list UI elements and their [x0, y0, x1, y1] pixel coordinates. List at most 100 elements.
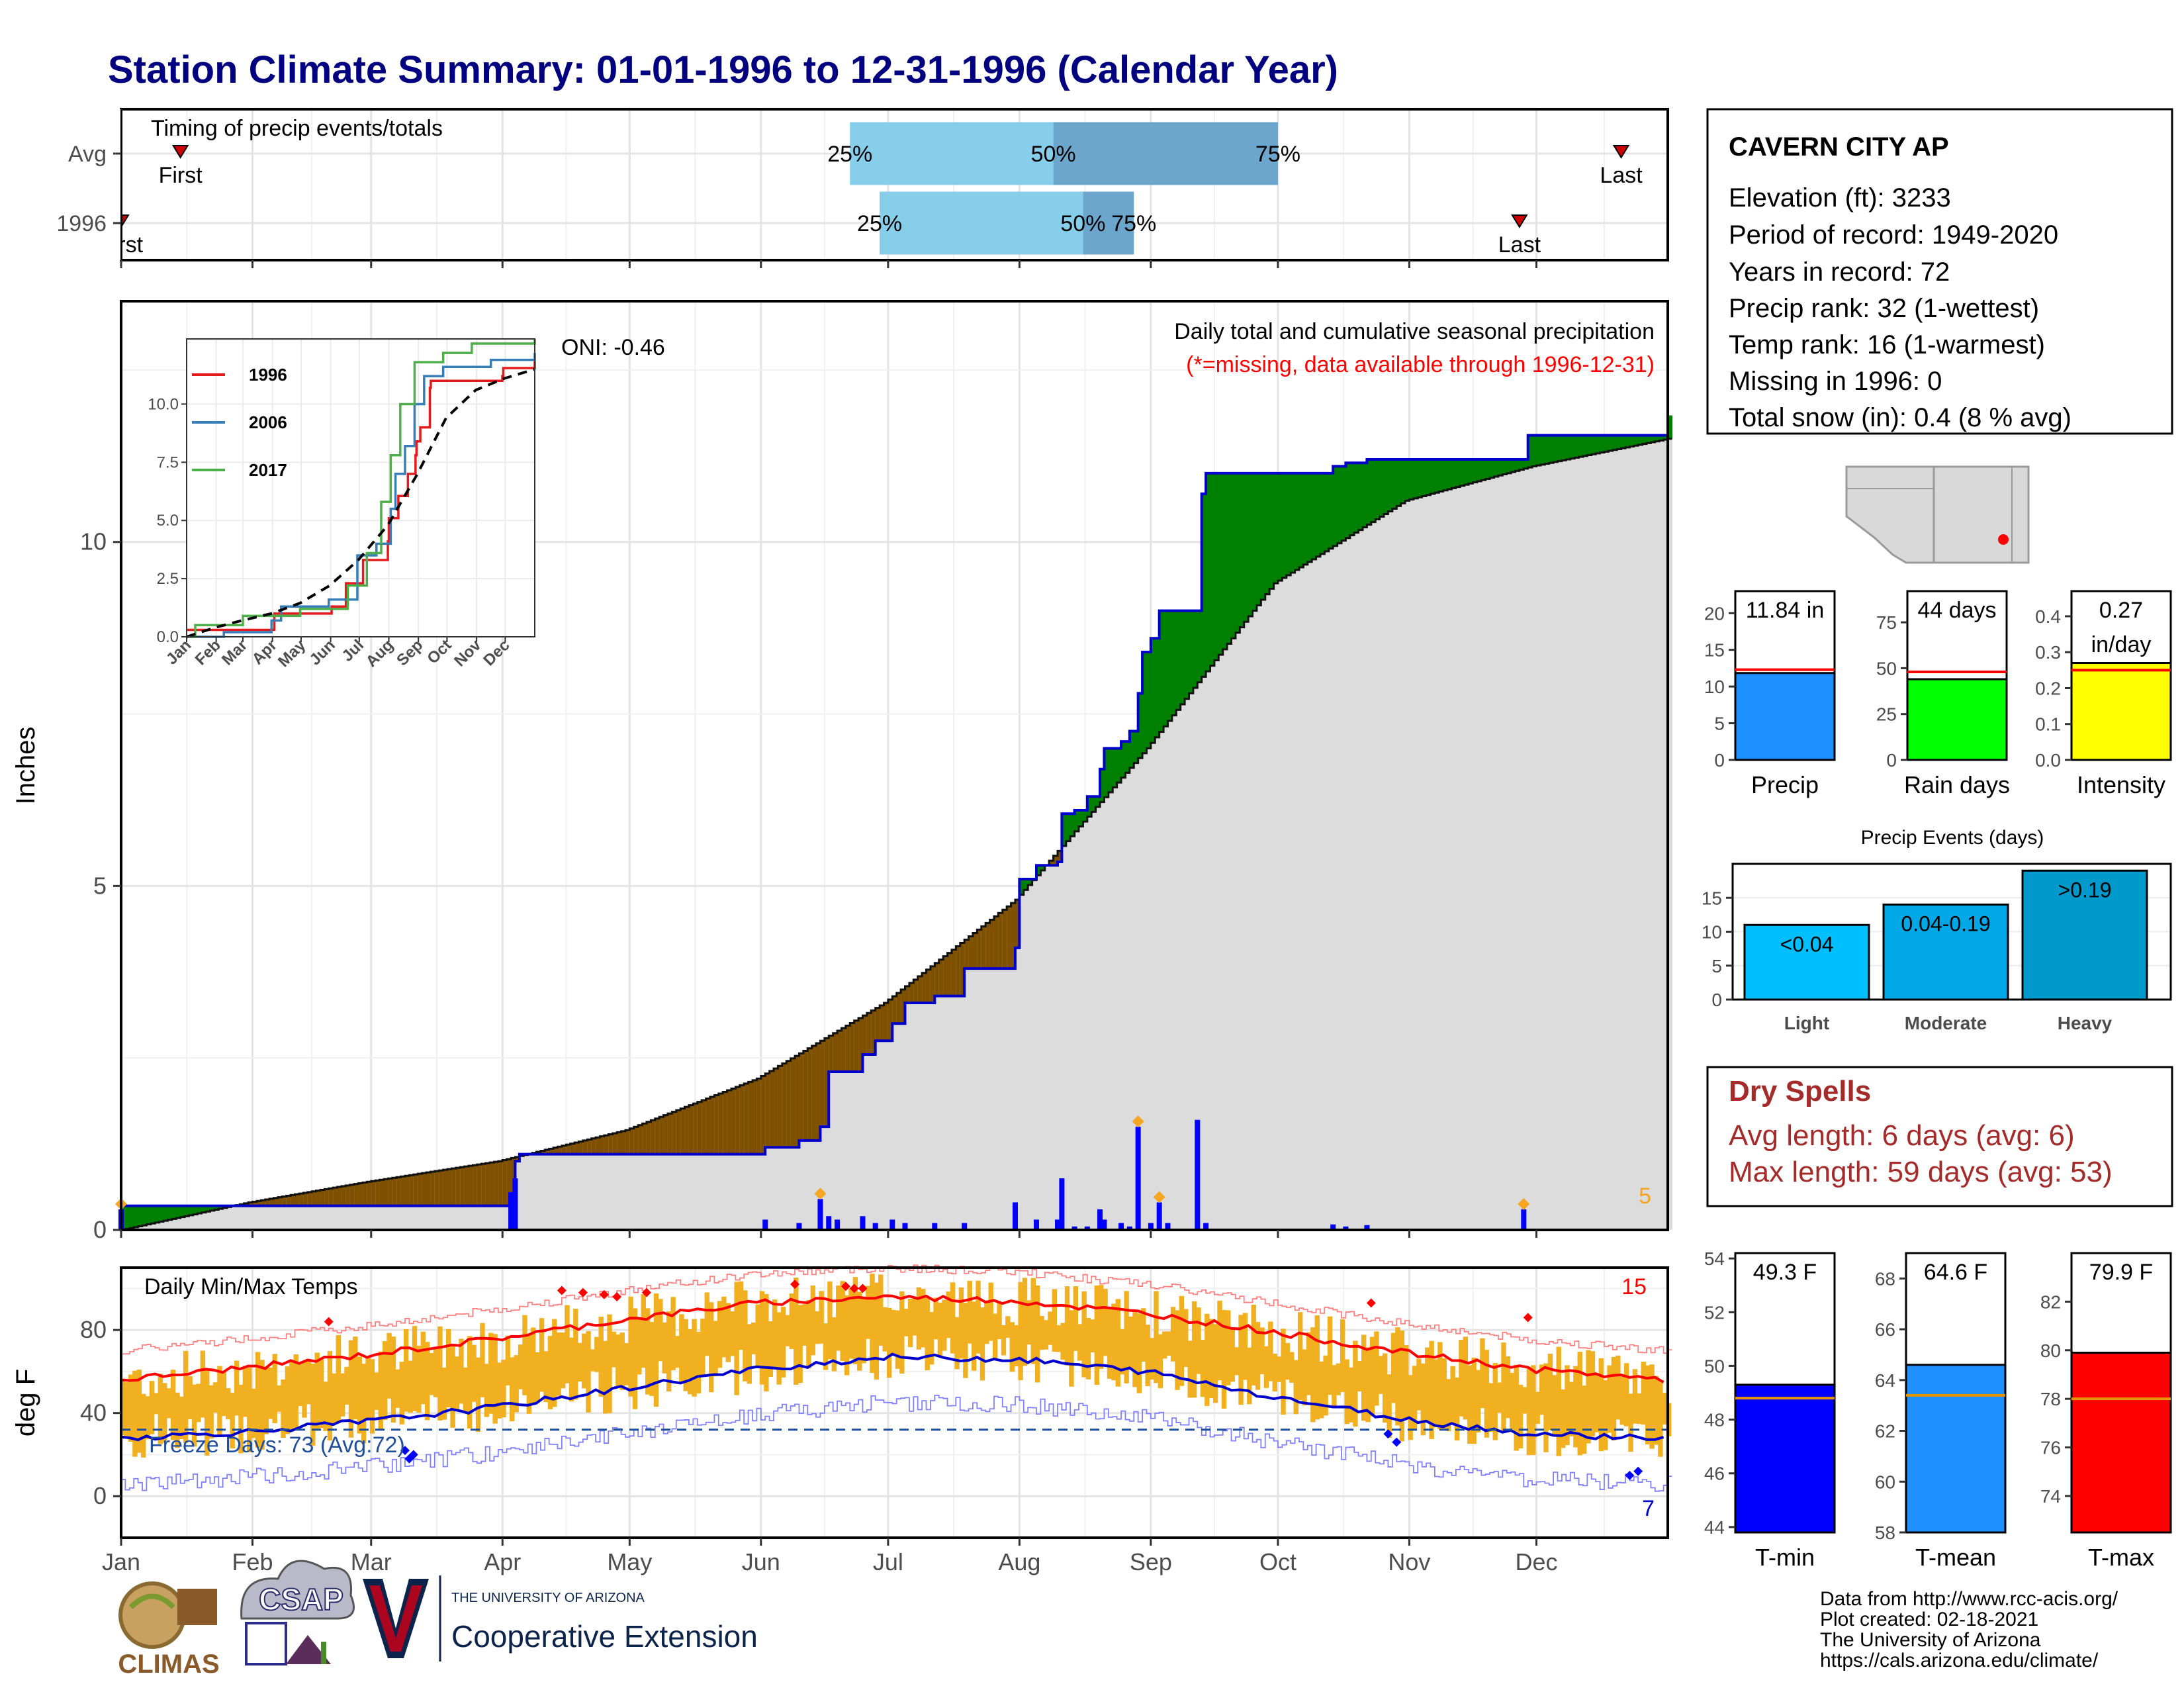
below-avg-fill [566, 1145, 571, 1154]
avg-cumulative-fill [265, 1199, 270, 1230]
avg-cumulative-fill [295, 1194, 300, 1230]
daily-temp-range-bar [1662, 1393, 1667, 1425]
tmax-box-tick-label: 74 [2040, 1486, 2061, 1507]
timing-left-mask [0, 109, 120, 260]
avg-cumulative-fill [1210, 665, 1215, 1230]
avg-cumulative-fill [1578, 457, 1584, 1231]
daily-temp-range-bar [179, 1396, 185, 1440]
avg-cumulative-fill [1485, 479, 1490, 1230]
precip-box-tick-label: 15 [1704, 640, 1725, 661]
daily-temp-range-bar [1459, 1339, 1464, 1417]
below-avg-fill [807, 1048, 813, 1141]
avg-cumulative-fill [1019, 894, 1024, 1230]
daily-temp-range-bar [912, 1299, 917, 1336]
daily-precip-bar [508, 1192, 514, 1230]
avg-cumulative-fill [1604, 451, 1609, 1231]
avg-cumulative-fill [1545, 463, 1550, 1230]
above-avg-fill [1659, 435, 1664, 441]
avg-cumulative-fill [1443, 490, 1448, 1230]
avg-cumulative-fill [1341, 540, 1346, 1230]
above-avg-fill [1235, 473, 1240, 633]
avg-cumulative-fill [333, 1188, 338, 1230]
below-avg-fill [422, 1173, 427, 1206]
avg-cumulative-fill [672, 1111, 677, 1230]
avg-cumulative-fill [286, 1196, 291, 1230]
above-avg-fill [1545, 435, 1550, 464]
below-avg-fill [850, 1023, 855, 1072]
daily-temp-range-bar [1416, 1358, 1422, 1411]
below-avg-fill [642, 1123, 647, 1154]
avg-cumulative-fill [159, 1221, 164, 1230]
daily-temp-range-bar [556, 1332, 561, 1396]
below-avg-fill [473, 1165, 478, 1206]
precip-events-tick-label: 10 [1702, 922, 1722, 943]
above-avg-fill [1511, 459, 1516, 473]
daily-temp-range-bar [738, 1281, 744, 1350]
avg-cumulative-fill [1375, 519, 1381, 1230]
avg-cumulative-fill [638, 1125, 643, 1230]
daily-temp-range-bar [145, 1396, 150, 1440]
avg-cumulative-fill [261, 1200, 266, 1230]
avg-cumulative-fill [193, 1214, 198, 1230]
daily-temp-range-bar [692, 1319, 697, 1397]
top-event-marker [1518, 1197, 1530, 1210]
avg-cumulative-fill [659, 1117, 664, 1230]
below-avg-fill [905, 986, 910, 1004]
record-low-marker [408, 1450, 418, 1460]
above-avg-fill [1371, 459, 1376, 522]
daily-temp-range-bar [607, 1314, 612, 1413]
below-avg-fill [557, 1147, 563, 1154]
daily-temp-range-bar [1132, 1312, 1138, 1387]
below-avg-fill [307, 1192, 312, 1206]
above-avg-fill [193, 1205, 198, 1215]
avg-cumulative-fill [709, 1097, 715, 1230]
daily-temp-range-bar [848, 1288, 854, 1359]
daily-temp-range-bar [327, 1350, 333, 1441]
daily-temp-range-bar [895, 1310, 901, 1369]
avg-cumulative-fill [248, 1202, 253, 1230]
above-avg-fill [1028, 878, 1033, 886]
avg-cumulative-fill [1418, 497, 1423, 1230]
avg-cumulative-fill [905, 986, 910, 1230]
daily-temp-range-bar [361, 1364, 367, 1444]
above-avg-fill [1566, 435, 1571, 460]
daily-temp-range-bar [708, 1302, 714, 1393]
temp-y-tick-label: 40 [80, 1399, 107, 1427]
daily-temp-range-bar [870, 1274, 875, 1374]
daily-temp-range-bar [378, 1351, 383, 1430]
below-avg-fill [540, 1150, 545, 1154]
above-avg-fill [1091, 796, 1097, 812]
avg-cumulative-fill [1354, 532, 1359, 1231]
record-high-marker [578, 1288, 588, 1297]
avg-cumulative-fill [1668, 438, 1673, 1231]
daily-temp-range-bar [1099, 1285, 1104, 1369]
avg-cumulative-fill [884, 1003, 889, 1230]
avg-cumulative-fill [642, 1123, 647, 1230]
daily-temp-range-bar [1107, 1309, 1113, 1379]
below-avg-fill [464, 1166, 469, 1206]
avg-cumulative-fill [1646, 443, 1651, 1231]
below-avg-fill [545, 1149, 550, 1154]
above-avg-fill [1349, 463, 1355, 536]
temp-panel: Daily Min/Max Temps 15 7 Freeze Days: 73 (A… [11, 1264, 1672, 1539]
avg-cumulative-fill [1058, 851, 1063, 1230]
daily-temp-range-bar [1187, 1340, 1193, 1398]
first-event-marker [171, 145, 189, 159]
below-avg-fill [824, 1038, 829, 1127]
daily-temp-range-bar [641, 1293, 646, 1368]
avg-cumulative-fill [1129, 768, 1134, 1230]
daily-temp-range-bar [1039, 1315, 1044, 1350]
daily-temp-range-bar [768, 1321, 774, 1377]
avg-cumulative-fill [1155, 737, 1160, 1230]
above-avg-fill [167, 1205, 173, 1220]
daily-temp-range-bar [454, 1356, 460, 1411]
avg-cumulative-fill [1070, 836, 1075, 1230]
avg-cumulative-fill [727, 1090, 732, 1230]
daily-temp-range-bar [514, 1355, 519, 1413]
above-avg-fill [1532, 435, 1537, 467]
below-avg-fill [1011, 903, 1016, 969]
below-avg-fill [451, 1168, 457, 1206]
avg-cumulative-fill [972, 933, 978, 1230]
above-avg-fill [1642, 435, 1647, 444]
above-avg-fill [1392, 459, 1397, 509]
